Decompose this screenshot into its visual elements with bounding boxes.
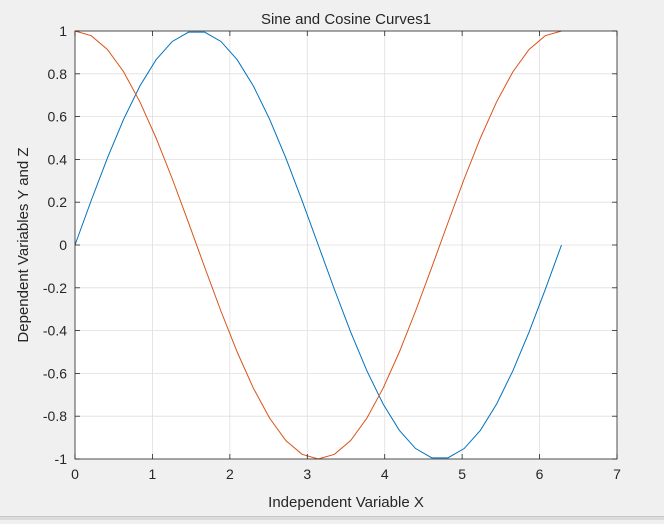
y-tick-label: 0 [59, 237, 67, 253]
y-tick-label: 1 [59, 23, 67, 39]
x-axis-label: Independent Variable X [268, 494, 424, 511]
x-tick-label: 1 [149, 466, 157, 482]
window-bottom-edge [0, 516, 664, 520]
x-tick-label: 7 [613, 466, 621, 482]
y-tick-label: -0.4 [43, 323, 67, 339]
y-tick-label: -0.2 [43, 280, 67, 296]
y-tick-label: 0.6 [48, 109, 68, 125]
x-tick-label: 2 [226, 466, 234, 482]
x-tick-label: 3 [303, 466, 311, 482]
series-line-1 [74, 31, 562, 459]
ticks: 0 1 2 3 4 5 6 7 -1 -0.8 -0.6 -0.4 -0.2 0 0.2 0.4 0.6 0.8 1 [43, 23, 621, 482]
y-tick-label: -0.6 [43, 365, 67, 381]
x-tick-label: 0 [71, 466, 79, 482]
y-tick-label: 0.4 [48, 151, 68, 167]
x-tick-label: 6 [536, 466, 544, 482]
x-tick-label: 5 [458, 466, 466, 482]
x-tick-label: 4 [381, 466, 389, 482]
y-tick-label: 0.2 [48, 194, 68, 210]
y-tick-label: 0.8 [48, 66, 68, 82]
y-tick-label: -1 [55, 451, 68, 467]
y-tick-label: -0.8 [43, 408, 67, 424]
y-axis-label: Dependent Variables Y and Z [15, 147, 32, 342]
chart-title: Sine and Cosine Curves1 [261, 11, 431, 28]
